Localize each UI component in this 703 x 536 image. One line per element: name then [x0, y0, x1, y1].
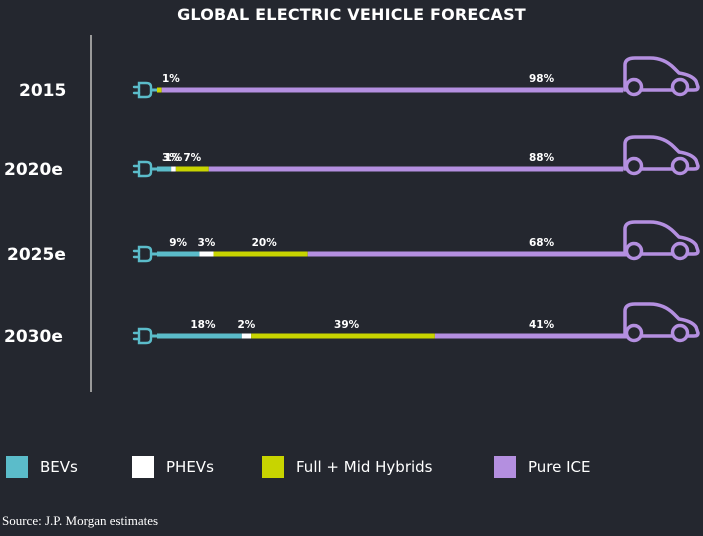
data-label-hybrids: 7%: [183, 152, 201, 164]
bar-segment-phevs: [171, 166, 176, 172]
car-body: [623, 135, 700, 171]
bar-segment-phevs: [241, 333, 252, 339]
car-wheel: [670, 156, 690, 176]
data-label-phevs: 1%: [164, 152, 182, 164]
data-label-ice: 88%: [529, 152, 555, 164]
bar-segment-ice: [161, 87, 624, 93]
plug-icon: [132, 81, 158, 99]
bar-segment-hybrids: [213, 251, 308, 257]
car-wheel: [624, 241, 644, 261]
legend-label-bevs: BEVs: [40, 458, 78, 476]
legend: BEVs PHEVs Full + Mid Hybrids Pure ICE: [6, 456, 696, 480]
car-icon: [623, 56, 700, 97]
data-label-bevs: 9%: [169, 237, 187, 249]
bar-segment-bevs: [157, 333, 242, 339]
car-wheel: [670, 77, 690, 97]
bar-segment-ice: [307, 251, 628, 257]
car-icon: [623, 302, 700, 343]
data-label-ice: 98%: [529, 73, 555, 85]
data-label-phevs: 3%: [197, 237, 215, 249]
plug-icon: [132, 245, 158, 263]
plug-body: [137, 81, 153, 99]
data-label-hybrids: 39%: [334, 319, 360, 331]
legend-swatch-phevs: [132, 456, 154, 478]
legend-swatch-ice: [494, 456, 516, 478]
car-wheel: [670, 241, 690, 261]
chart-title: GLOBAL ELECTRIC VEHICLE FORECAST: [177, 5, 526, 24]
car-wheel: [624, 323, 644, 343]
legend-swatch-bevs: [6, 456, 28, 478]
bar-segment-hybrids: [251, 333, 435, 339]
year-label: 2020e: [4, 160, 63, 180]
source-note: Source: J.P. Morgan estimates: [2, 513, 159, 528]
data-label-ice: 41%: [529, 319, 555, 331]
car-wheel: [670, 323, 690, 343]
plug-body: [137, 327, 153, 345]
plug-icon: [132, 160, 158, 178]
legend-label-hybrids: Full + Mid Hybrids: [296, 458, 433, 476]
year-label: 2025e: [7, 245, 66, 265]
year-label: 2015: [19, 81, 66, 101]
car-wheel: [624, 77, 644, 97]
bar-segment-phevs: [199, 251, 214, 257]
data-label-ice: 68%: [529, 237, 555, 249]
data-label-bevs: 3%: [162, 152, 180, 164]
data-label-bevs: 18%: [190, 319, 216, 331]
legend-swatch-hybrids: [262, 456, 284, 478]
car-icon: [623, 135, 700, 176]
data-label-hybrids: 1%: [162, 73, 180, 85]
plug-icon: [132, 327, 158, 345]
car-body: [623, 302, 700, 338]
bar-segment-bevs: [157, 251, 200, 257]
car-wheel: [624, 156, 644, 176]
legend-label-ice: Pure ICE: [528, 458, 591, 476]
plug-body: [137, 160, 153, 178]
plug-body: [137, 245, 153, 263]
car-body: [623, 220, 700, 256]
legend-label-phevs: PHEVs: [166, 458, 214, 476]
car-icon: [623, 220, 700, 261]
bar-segment-ice: [434, 333, 628, 339]
year-label: 2030e: [4, 327, 63, 347]
bar-segment-bevs: [157, 166, 172, 172]
car-body: [623, 56, 700, 92]
data-label-hybrids: 20%: [252, 237, 278, 249]
bar-segment-hybrids: [157, 87, 162, 93]
bar-segment-hybrids: [175, 166, 209, 172]
data-label-phevs: 2%: [237, 319, 255, 331]
bar-segment-ice: [208, 166, 624, 172]
